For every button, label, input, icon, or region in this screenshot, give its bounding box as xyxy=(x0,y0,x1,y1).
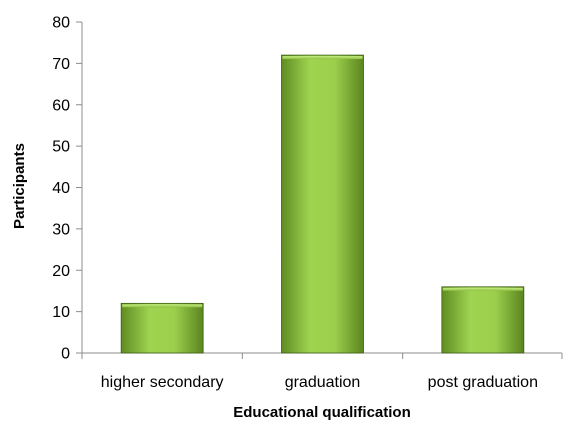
x-category-label: higher secondary xyxy=(101,374,224,391)
bars xyxy=(120,54,525,354)
y-axis-title: Participants xyxy=(11,143,28,229)
bar-post-graduation xyxy=(441,286,525,354)
y-axis-ticks: 0 10 20 30 40 50 60 70 80 xyxy=(52,15,82,363)
y-tick-label: 60 xyxy=(52,97,70,114)
y-tick-label: 20 xyxy=(52,263,70,280)
y-tick-label: 0 xyxy=(61,346,70,363)
y-tick-label: 50 xyxy=(52,139,70,156)
bar-graduation xyxy=(281,54,364,354)
y-tick-label: 40 xyxy=(52,180,70,197)
bar-top-highlight xyxy=(122,304,203,308)
x-category-label: post graduation xyxy=(428,374,538,391)
x-category-label: graduation xyxy=(285,374,361,391)
y-tick-label: 30 xyxy=(52,221,70,238)
bar-higher-secondary xyxy=(120,302,204,354)
bar-top-highlight xyxy=(282,56,363,60)
y-tick-label: 10 xyxy=(52,304,70,321)
x-axis-ticks: higher secondary graduation post graduatio… xyxy=(81,353,563,391)
plot-area: 0 10 20 30 40 50 60 70 80 higher secondary gradua… xyxy=(52,15,563,391)
y-tick-label: 80 xyxy=(52,15,70,32)
x-axis-title: Educational qualification xyxy=(233,404,411,421)
bar-top-highlight xyxy=(442,287,523,291)
y-tick-label: 70 xyxy=(52,56,70,73)
